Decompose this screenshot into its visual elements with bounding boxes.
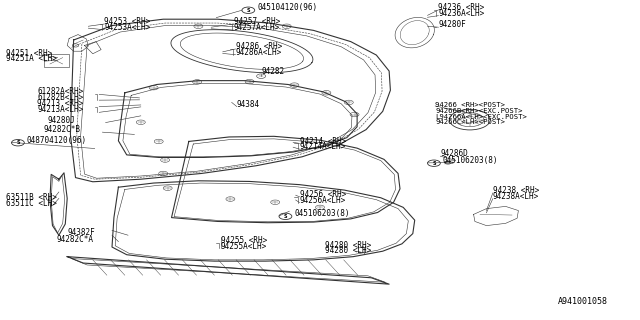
Text: 61282A<RH>: 61282A<RH> [37,87,83,96]
Text: S: S [16,140,20,145]
Text: 94266C<LH><POST>: 94266C<LH><POST> [435,119,505,125]
Text: 94282C*A: 94282C*A [56,235,93,244]
Text: 94266 <RH><POST>: 94266 <RH><POST> [435,102,505,108]
Text: 94282C*B: 94282C*B [44,125,81,134]
Text: L94266A<LH><EXC.POST>: L94266A<LH><EXC.POST> [435,114,527,120]
Text: 94280F: 94280F [438,20,466,29]
Text: 94286 <RH>: 94286 <RH> [236,42,282,51]
Text: S: S [246,8,250,13]
Text: 94257 <RH>: 94257 <RH> [234,17,280,26]
Text: 048704120(96): 048704120(96) [27,136,87,145]
Text: 94286D: 94286D [440,149,468,158]
Text: 94255A<LH>: 94255A<LH> [221,242,267,251]
Text: 63511B <RH>: 63511B <RH> [6,193,57,202]
Text: S: S [284,214,287,219]
Text: 94256 <RH>: 94256 <RH> [300,190,346,199]
Text: 94255 <RH>: 94255 <RH> [221,236,267,245]
Text: 045104120(96): 045104120(96) [257,3,317,12]
Text: A941001058: A941001058 [558,297,608,306]
Text: 94256A<LH>: 94256A<LH> [300,196,346,205]
Text: 94280 <LH>: 94280 <LH> [325,246,371,255]
Text: 94238 <RH>: 94238 <RH> [493,186,539,195]
Text: 045106203(8): 045106203(8) [294,209,350,218]
Text: 94251A <LH>: 94251A <LH> [6,54,57,63]
Text: 94236A<LH>: 94236A<LH> [438,9,484,18]
Text: 94253 <RH>: 94253 <RH> [104,17,150,26]
Text: 94286A<LH>: 94286A<LH> [236,48,282,57]
Text: 94214 <RH>: 94214 <RH> [300,137,346,146]
Text: 94382F: 94382F [67,228,95,237]
Text: 94214A<LH>: 94214A<LH> [300,142,346,151]
Text: 045106203(8): 045106203(8) [443,156,499,165]
Text: 94384: 94384 [237,100,260,109]
Text: 94238A<LH>: 94238A<LH> [493,192,539,201]
Text: 94236 <RH>: 94236 <RH> [438,3,484,12]
Text: 63511C <LH>: 63511C <LH> [6,199,57,208]
Text: 94280J: 94280J [48,116,76,125]
Text: 61282B<LH>: 61282B<LH> [37,93,83,102]
Text: 94257A<LH>: 94257A<LH> [234,23,280,32]
Text: 94213A<LH>: 94213A<LH> [37,105,83,114]
Text: 94282: 94282 [261,67,284,76]
Text: 94251 <RH>: 94251 <RH> [6,49,52,58]
Text: 94253A<LH>: 94253A<LH> [104,23,150,32]
Text: S: S [432,161,436,166]
Text: 94266B<RH><EXC.POST>: 94266B<RH><EXC.POST> [435,108,523,114]
Text: 94280 <RH>: 94280 <RH> [325,241,371,250]
Text: 94213 <RH>: 94213 <RH> [37,99,83,108]
